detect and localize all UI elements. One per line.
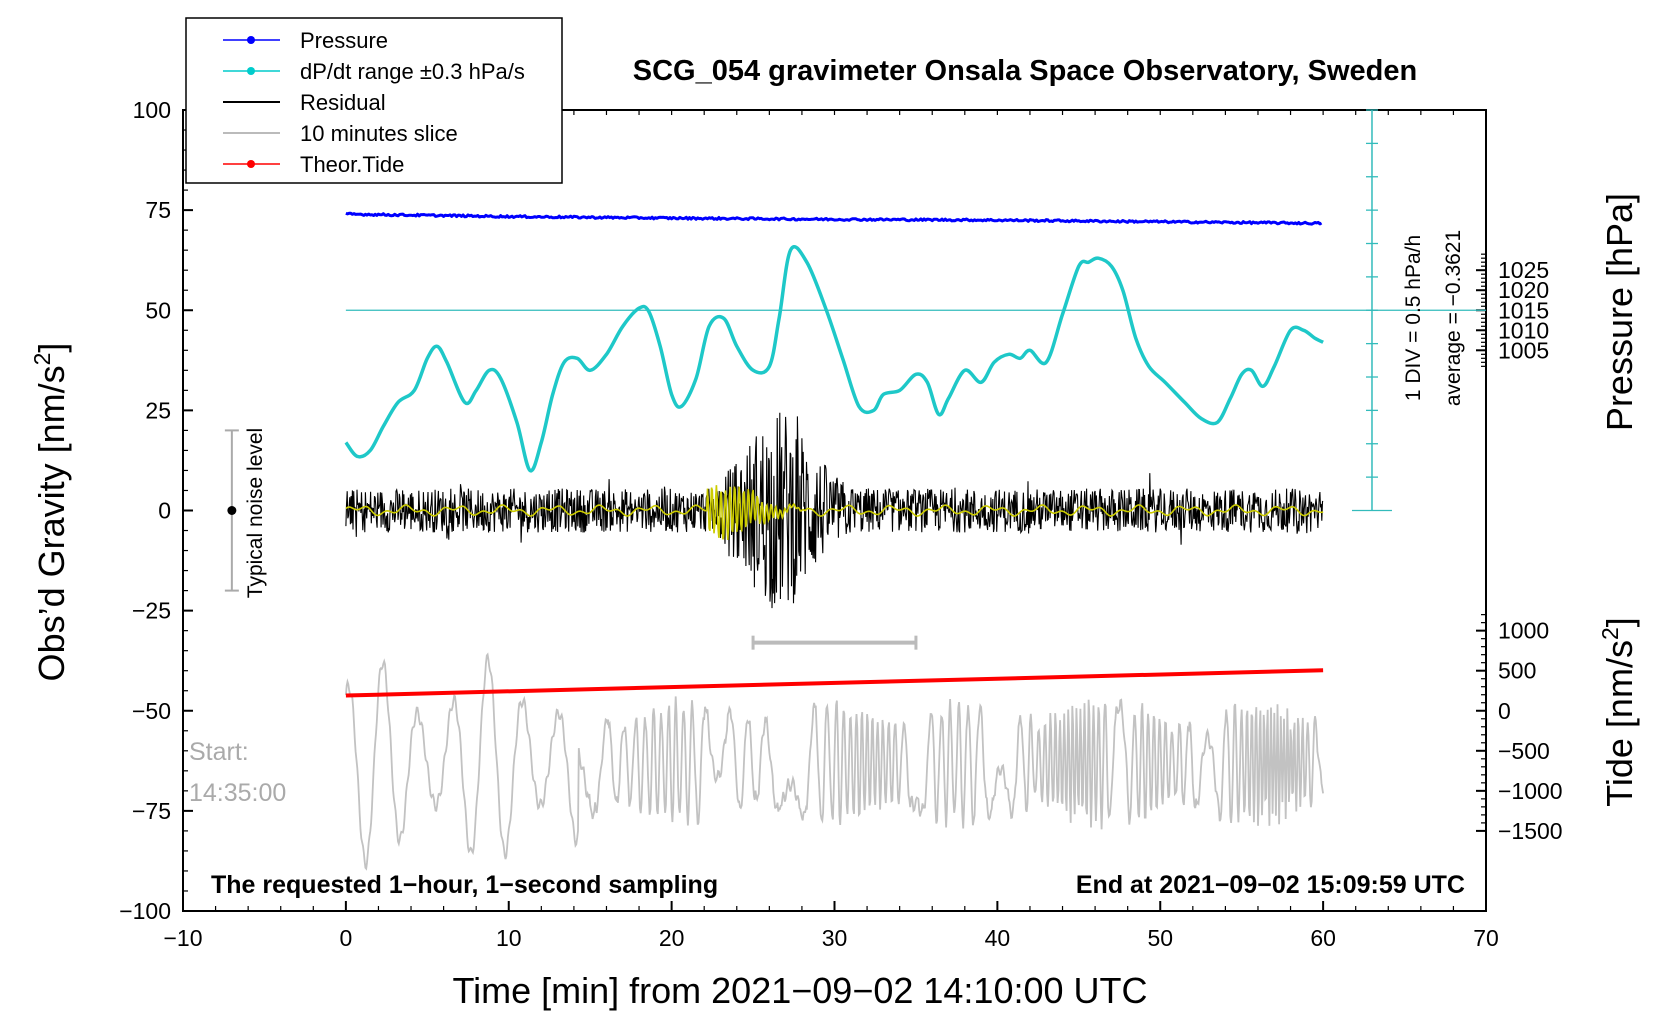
legend-marker-tide — [247, 160, 255, 168]
pressure-tick-label: 1010 — [1498, 317, 1549, 343]
y-axis-label-tide: Tide [nm/s2] — [1597, 617, 1640, 807]
series-line-theor-tide — [345, 668, 1324, 698]
tide-tick-label: 0 — [1498, 698, 1511, 724]
residual-trace — [345, 412, 1324, 609]
legend-box — [185, 17, 563, 184]
x-tick-label: −10 — [163, 925, 202, 951]
y-tick-label: −75 — [132, 798, 171, 824]
dpdt-div-label: 1 DIV = 0.5 hPa/h — [1402, 235, 1425, 401]
noise-level-label: Typical noise level — [244, 428, 267, 598]
y-tick-label: −100 — [119, 898, 171, 924]
y-axis-left: −100 −75 −50 −25 0 25 50 75 100 — [119, 97, 193, 924]
sampling-note: The requested 1−hour, 1−second sampling — [211, 871, 718, 899]
y-tick-label: 0 — [158, 498, 171, 524]
y-axis-tide: −1500 −1000 −500 0 500 1000 — [1476, 614, 1563, 844]
legend-entry-slice: 10 minutes slice — [223, 121, 458, 146]
pressure-tick-label: 1020 — [1498, 277, 1549, 303]
tide-tick-label: 1000 — [1498, 618, 1549, 644]
x-tick-label: 40 — [985, 925, 1011, 951]
x-axis-label: Time [min] from 2021−09−02 14:10:00 UTC — [452, 970, 1147, 1011]
slice-trace — [345, 652, 1324, 871]
legend-label-dpdt: dP/dt range ±0.3 hPa/s — [300, 59, 525, 84]
legend-label-residual: Residual — [300, 90, 386, 115]
legend-label-slice: 10 minutes slice — [300, 121, 458, 146]
legend-marker-dpdt — [247, 67, 255, 75]
y-tick-label: −50 — [132, 698, 171, 724]
slice-line — [345, 652, 1324, 871]
series-line-pressure — [345, 211, 1323, 226]
tide-tick-label: −1500 — [1498, 818, 1563, 844]
tide-tick-label: −1000 — [1498, 778, 1563, 804]
x-tick-label: 50 — [1147, 925, 1173, 951]
residual-filtered-line — [345, 485, 1324, 540]
x-tick-label: 30 — [822, 925, 848, 951]
y-axis-label-pressure: Pressure [hPa] — [1599, 193, 1640, 431]
annotations — [224, 429, 918, 650]
legend-entry-dpdt: dP/dt range ±0.3 hPa/s — [223, 59, 525, 84]
noise-bar-center — [227, 506, 237, 515]
tide-tick-label: −500 — [1498, 738, 1550, 764]
x-tick-label: 20 — [659, 925, 685, 951]
residual-line — [345, 412, 1324, 609]
pressure-tick-label: 1005 — [1498, 337, 1549, 363]
legend-entry-pressure: Pressure — [223, 28, 388, 53]
start-time: 14:35:00 — [189, 779, 286, 807]
x-tick-label: 10 — [496, 925, 522, 951]
pressure-tick-label: 1015 — [1498, 297, 1549, 323]
y-tick-label: 25 — [145, 397, 171, 423]
y-tick-label: 75 — [145, 197, 171, 223]
end-time-note: End at 2021−09−02 15:09:59 UTC — [1076, 871, 1465, 899]
y-tick-label: 100 — [133, 97, 171, 123]
pressure-tick-label: 1025 — [1498, 257, 1549, 283]
legend-label-tide: Theor.Tide — [300, 152, 404, 177]
dpdt-scale — [345, 109, 1486, 512]
legend-entry-tide: Theor.Tide — [223, 152, 404, 177]
chart-title: SCG_054 gravimeter Onsala Space Observat… — [633, 55, 1417, 87]
series-line-dp-dt — [344, 244, 1324, 473]
start-label: Start: — [189, 738, 249, 766]
x-axis: −10 0 10 20 30 40 50 60 70 — [163, 110, 1499, 951]
legend-label-pressure: Pressure — [300, 28, 388, 53]
tide-tick-label: 500 — [1498, 658, 1536, 684]
legend-marker-pressure — [247, 36, 255, 44]
x-tick-label: 60 — [1310, 925, 1336, 951]
y-tick-label: −25 — [132, 598, 171, 624]
legend: Pressure dP/dt range ±0.3 hPa/s Residual… — [185, 17, 563, 184]
x-tick-label: 70 — [1473, 925, 1499, 951]
x-tick-label: 0 — [339, 925, 352, 951]
y-tick-label: 50 — [145, 297, 171, 323]
y-axis-label-left: Obs’d Gravity [nm/s2] — [29, 343, 72, 682]
dpdt-average-label: average = −0.3621 — [1442, 230, 1465, 406]
legend-entry-residual: Residual — [223, 90, 386, 115]
series-lines — [344, 211, 1324, 698]
